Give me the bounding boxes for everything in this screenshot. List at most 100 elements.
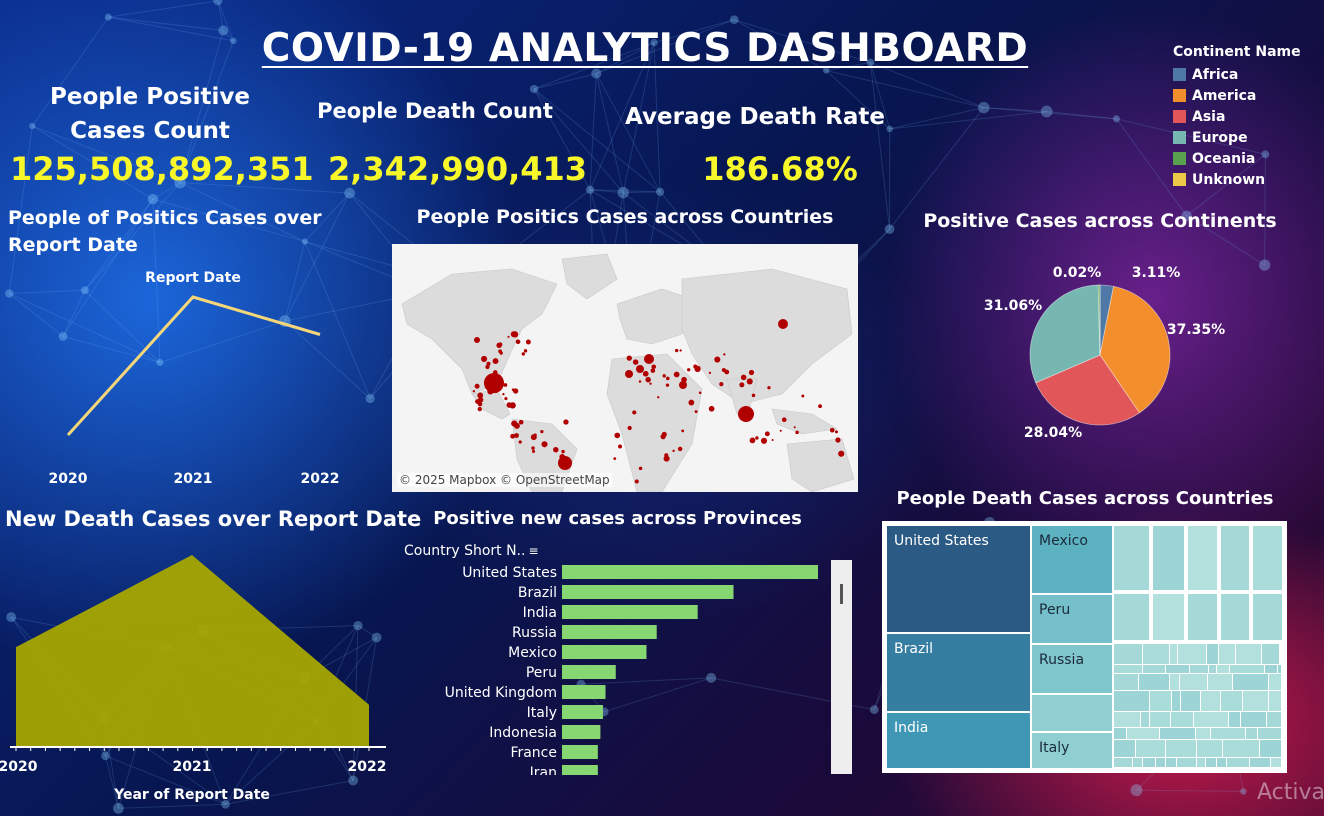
treemap-cell-small[interactable] — [1262, 644, 1279, 664]
map-bubble[interactable] — [738, 406, 754, 422]
treemap-cell-small[interactable] — [1127, 728, 1159, 739]
legend-item-africa[interactable]: Africa — [1173, 64, 1301, 85]
treemap-cell-small[interactable] — [1233, 674, 1268, 690]
treemap-cell-small[interactable] — [1114, 665, 1142, 673]
map-bubble[interactable] — [618, 444, 623, 449]
map-bubble[interactable] — [513, 422, 520, 429]
treemap-cell-small[interactable] — [1260, 740, 1281, 757]
map-bubble[interactable] — [657, 396, 660, 399]
treemap-cell-small[interactable] — [1172, 691, 1180, 711]
map-bubble[interactable] — [511, 331, 519, 338]
treemap-cell-small[interactable] — [1114, 674, 1138, 690]
map-bubble[interactable] — [740, 374, 747, 381]
map-bubble[interactable] — [481, 355, 488, 363]
treemap-cell-small[interactable] — [1114, 691, 1149, 711]
map-bubble[interactable] — [559, 454, 566, 460]
treemap-cell-small[interactable] — [1141, 712, 1149, 727]
treemap-cell-small[interactable] — [1180, 674, 1207, 690]
treemap-cell-small[interactable] — [1143, 758, 1155, 767]
bar-indonesia[interactable] — [562, 725, 601, 739]
map-bubble[interactable] — [513, 388, 519, 394]
bar-brazil[interactable] — [562, 585, 734, 599]
treemap-cell-small[interactable] — [1208, 674, 1232, 690]
map-bubble[interactable] — [632, 359, 639, 365]
treemap-cell-small[interactable] — [1221, 594, 1249, 640]
treemap-cell-small[interactable] — [1197, 740, 1222, 757]
map-bubble[interactable] — [614, 432, 621, 439]
map-bubble[interactable] — [781, 417, 787, 423]
map-bubble[interactable] — [642, 370, 649, 377]
treemap-cell-small[interactable] — [1133, 758, 1142, 767]
treemap-cell-small[interactable] — [1217, 665, 1229, 673]
treemap-cell-small[interactable] — [1156, 758, 1165, 767]
map-bubble[interactable] — [510, 433, 516, 439]
map-bubble[interactable] — [714, 356, 721, 363]
treemap-cell-small[interactable] — [1171, 712, 1193, 727]
bar-chart-scrollbar[interactable] — [831, 560, 852, 774]
map-bubble[interactable] — [663, 455, 670, 462]
map-bubble[interactable] — [721, 367, 726, 373]
map-bubble[interactable] — [540, 430, 544, 434]
treemap-cell-small[interactable] — [1139, 674, 1169, 690]
treemap-cell-small[interactable] — [1153, 526, 1184, 590]
map-bubble[interactable] — [518, 419, 524, 425]
treemap-cell-small[interactable] — [1229, 712, 1240, 727]
map-bubble[interactable] — [739, 382, 745, 388]
treemap-cell-small[interactable] — [1265, 665, 1277, 673]
map-bubble[interactable] — [474, 337, 480, 343]
treemap-cell-small[interactable] — [1269, 691, 1281, 711]
area-series[interactable] — [16, 555, 369, 747]
treemap-cell-small[interactable] — [1170, 674, 1179, 690]
treemap-cell-small[interactable] — [1114, 728, 1126, 739]
map-bubble[interactable] — [636, 365, 644, 373]
treemap-cell-small[interactable] — [1194, 712, 1228, 727]
treemap-cell-united-states[interactable] — [887, 526, 1030, 632]
map-bubble[interactable] — [530, 434, 537, 441]
treemap-cell-small[interactable] — [1223, 740, 1259, 757]
map-bubble[interactable] — [681, 429, 685, 433]
map-bubble[interactable] — [553, 446, 559, 453]
scrollbar-thumb[interactable] — [840, 584, 843, 604]
map-bubble[interactable] — [521, 352, 525, 356]
map-bubble[interactable] — [474, 383, 480, 389]
map-bubble[interactable] — [681, 376, 687, 383]
bar-india[interactable] — [562, 605, 698, 619]
treemap-cell-india[interactable] — [887, 713, 1030, 768]
map-bubble[interactable] — [687, 368, 691, 372]
map-bubble[interactable] — [698, 391, 702, 394]
map-bubble[interactable] — [509, 402, 516, 409]
map-bubble[interactable] — [749, 437, 756, 444]
pie-slice-asia[interactable] — [1035, 354, 1141, 426]
treemap-cell-small[interactable] — [1181, 691, 1200, 711]
continent-legend[interactable]: Continent Name Africa America Asia Europe Oc… — [1173, 44, 1301, 190]
treemap-cell-italy[interactable] — [1032, 733, 1112, 768]
treemap-cell-small[interactable] — [1150, 712, 1170, 727]
treemap-cell-peru[interactable] — [1032, 595, 1112, 643]
treemap-cell-small[interactable] — [1197, 758, 1205, 767]
map-bubble[interactable] — [694, 410, 698, 413]
map-bubble[interactable] — [515, 339, 521, 345]
treemap-cell-small[interactable] — [1178, 644, 1206, 664]
map-bubble[interactable] — [507, 335, 510, 338]
treemap-cell-small[interactable] — [1160, 728, 1195, 739]
map-bubble[interactable] — [719, 381, 724, 387]
treemap-cell-small[interactable] — [1258, 728, 1281, 739]
treemap-cell-small[interactable] — [1217, 758, 1226, 767]
map-bubble[interactable] — [514, 433, 519, 438]
map-bubble[interactable] — [665, 383, 670, 387]
treemap-cell-small[interactable] — [1221, 526, 1249, 590]
map-bubble[interactable] — [746, 378, 753, 385]
map-bubble[interactable] — [638, 380, 642, 383]
treemap-cell-small[interactable] — [1211, 728, 1245, 739]
map-bubble[interactable] — [834, 430, 838, 434]
map-bubble[interactable] — [664, 453, 669, 458]
treemap-cell-small[interactable] — [1143, 665, 1165, 673]
pie-slice-america[interactable] — [1099, 285, 1171, 414]
treemap-cell-small[interactable] — [1227, 758, 1249, 767]
treemap-cell-small[interactable] — [1246, 728, 1257, 739]
bar-peru[interactable] — [562, 665, 616, 679]
treemap-cell-small[interactable] — [1236, 644, 1261, 664]
treemap-cell-small[interactable] — [1253, 594, 1282, 640]
map-bubble[interactable] — [793, 426, 796, 429]
map-bubble[interactable] — [518, 440, 522, 444]
